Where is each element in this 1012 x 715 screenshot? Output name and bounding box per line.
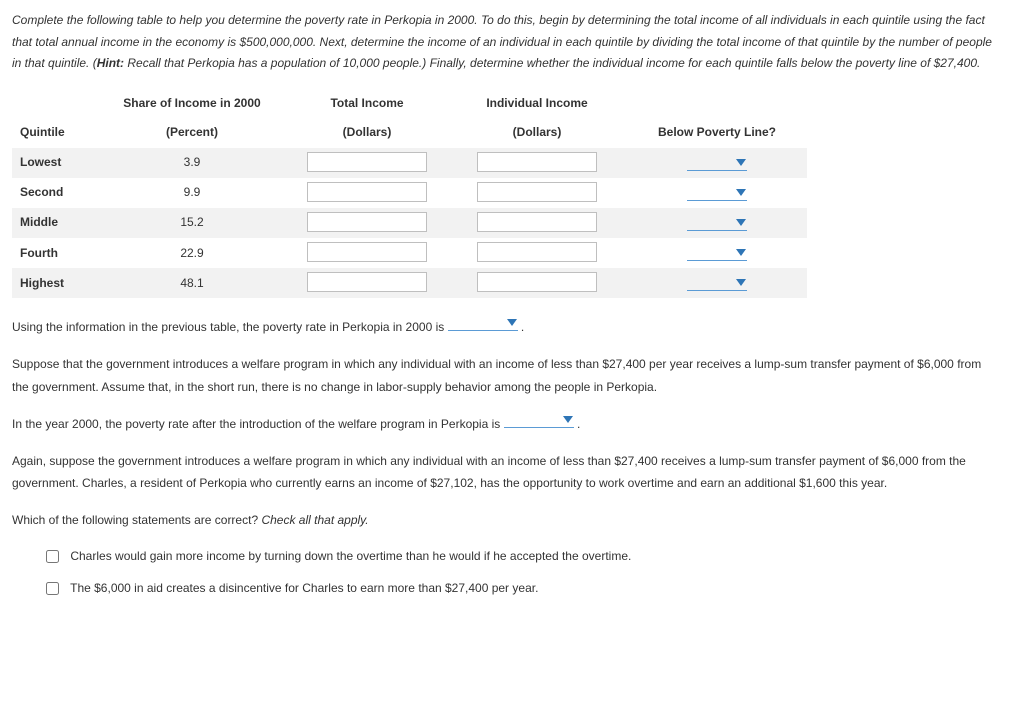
instructions-part2: Recall that Perkopia has a population of… bbox=[124, 56, 980, 70]
total-income-input[interactable] bbox=[307, 242, 427, 262]
share-value: 48.1 bbox=[97, 268, 287, 298]
table-row: Second 9.9 bbox=[12, 178, 807, 208]
total-income-input[interactable] bbox=[307, 212, 427, 232]
question-poverty-rate-2000: Using the information in the previous ta… bbox=[12, 316, 1000, 339]
header-total: Total Income bbox=[287, 89, 447, 119]
quintile-label: Second bbox=[12, 178, 97, 208]
individual-income-input[interactable] bbox=[477, 182, 597, 202]
header-below: Below Poverty Line? bbox=[627, 118, 807, 148]
table-row: Middle 15.2 bbox=[12, 208, 807, 238]
prompt-a: Which of the following statements are co… bbox=[12, 513, 261, 527]
header-quintile: Quintile bbox=[12, 118, 97, 148]
option-row: Charles would gain more income by turnin… bbox=[42, 546, 1000, 568]
below-poverty-dropdown[interactable] bbox=[687, 275, 747, 291]
charles-paragraph: Again, suppose the government introduces… bbox=[12, 450, 1000, 496]
q1-text-a: Using the information in the previous ta… bbox=[12, 320, 448, 334]
chevron-down-icon bbox=[506, 318, 518, 328]
individual-income-input[interactable] bbox=[477, 242, 597, 262]
chevron-down-icon bbox=[735, 278, 747, 288]
q2-text-a: In the year 2000, the poverty rate after… bbox=[12, 417, 504, 431]
chevron-down-icon bbox=[735, 218, 747, 228]
header-individual: Individual Income bbox=[447, 89, 627, 119]
total-income-input[interactable] bbox=[307, 272, 427, 292]
header-share-sub: (Percent) bbox=[97, 118, 287, 148]
welfare-program-paragraph: Suppose that the government introduces a… bbox=[12, 353, 1000, 399]
chevron-down-icon bbox=[562, 415, 574, 425]
instructions-text: Complete the following table to help you… bbox=[12, 10, 1000, 75]
table-row: Fourth 22.9 bbox=[12, 238, 807, 268]
individual-income-input[interactable] bbox=[477, 152, 597, 172]
poverty-rate-dropdown[interactable] bbox=[448, 317, 518, 331]
total-income-input[interactable] bbox=[307, 152, 427, 172]
question-poverty-rate-after: In the year 2000, the poverty rate after… bbox=[12, 413, 1000, 436]
total-income-input[interactable] bbox=[307, 182, 427, 202]
chevron-down-icon bbox=[735, 248, 747, 258]
table-row: Highest 48.1 bbox=[12, 268, 807, 298]
check-all-prompt: Which of the following statements are co… bbox=[12, 509, 1000, 532]
option-label-2: The $6,000 in aid creates a disincentive… bbox=[70, 581, 538, 595]
table-header-row2: Quintile (Percent) (Dollars) (Dollars) B… bbox=[12, 118, 807, 148]
below-poverty-dropdown[interactable] bbox=[687, 245, 747, 261]
poverty-rate-after-dropdown[interactable] bbox=[504, 414, 574, 428]
header-share: Share of Income in 2000 bbox=[97, 89, 287, 119]
prompt-b: Check all that apply. bbox=[261, 513, 368, 527]
below-poverty-dropdown[interactable] bbox=[687, 155, 747, 171]
table-row: Lowest 3.9 bbox=[12, 148, 807, 178]
quintile-label: Middle bbox=[12, 208, 97, 238]
table-header-row1: Share of Income in 2000 Total Income Ind… bbox=[12, 89, 807, 119]
individual-income-input[interactable] bbox=[477, 272, 597, 292]
below-poverty-dropdown[interactable] bbox=[687, 185, 747, 201]
header-total-sub: (Dollars) bbox=[287, 118, 447, 148]
option-checkbox-1[interactable] bbox=[46, 550, 59, 563]
q2-text-b: . bbox=[574, 417, 581, 431]
share-value: 22.9 bbox=[97, 238, 287, 268]
option-label-1: Charles would gain more income by turnin… bbox=[70, 549, 631, 563]
share-value: 15.2 bbox=[97, 208, 287, 238]
q1-text-b: . bbox=[518, 320, 525, 334]
quintile-table: Share of Income in 2000 Total Income Ind… bbox=[12, 89, 807, 299]
share-value: 9.9 bbox=[97, 178, 287, 208]
chevron-down-icon bbox=[735, 158, 747, 168]
quintile-label: Highest bbox=[12, 268, 97, 298]
header-individual-sub: (Dollars) bbox=[447, 118, 627, 148]
individual-income-input[interactable] bbox=[477, 212, 597, 232]
quintile-label: Fourth bbox=[12, 238, 97, 268]
share-value: 3.9 bbox=[97, 148, 287, 178]
hint-label: Hint: bbox=[97, 56, 124, 70]
option-checkbox-2[interactable] bbox=[46, 582, 59, 595]
option-row: The $6,000 in aid creates a disincentive… bbox=[42, 578, 1000, 600]
below-poverty-dropdown[interactable] bbox=[687, 215, 747, 231]
quintile-label: Lowest bbox=[12, 148, 97, 178]
chevron-down-icon bbox=[735, 188, 747, 198]
